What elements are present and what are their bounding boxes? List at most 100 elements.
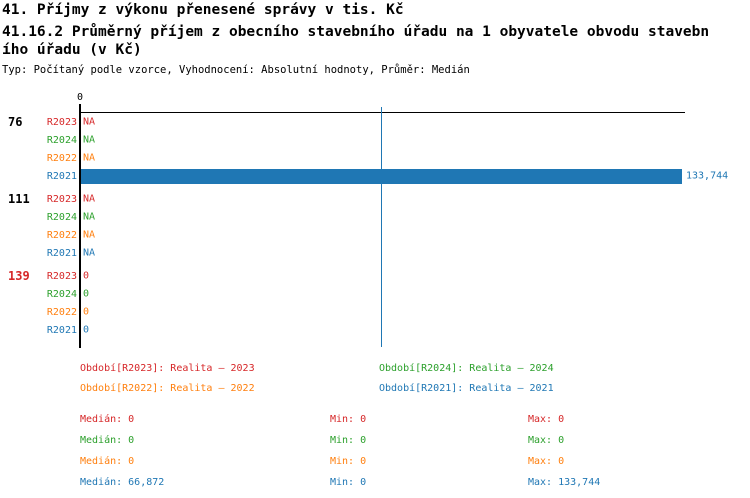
row-value-area: NA (77, 149, 750, 167)
chart-row-76-r2022: R2022 NA (0, 149, 750, 167)
chart-row-139-r2024: R2024 0 (0, 285, 750, 303)
stat-median-label: Medián: (80, 414, 123, 425)
stat-median: Medián: 0 (80, 456, 134, 467)
chart-group-111: 111 R2023 NA R2024 NA R2022 NA R2021 NA (0, 190, 750, 262)
stat-max-value: 0 (558, 435, 565, 446)
series-label-r2022: R2022 (46, 229, 77, 241)
stat-min-value: 0 (360, 435, 367, 446)
stat-median-label: Medián: (80, 456, 123, 467)
group-label: 76 (8, 115, 23, 129)
row-value-area: NA (77, 113, 750, 131)
row-value-area: NA (77, 131, 750, 149)
stat-max-label: Max: (528, 477, 553, 488)
value-text: NA (83, 211, 96, 223)
stat-max: Max: 0 (528, 456, 564, 467)
value-text: 0 (83, 306, 90, 318)
y-axis-line (79, 104, 81, 348)
stat-median-label: Medián: (80, 435, 123, 446)
stat-max-label: Max: (528, 456, 553, 467)
series-label-r2024: R2024 (46, 134, 77, 146)
stat-min: Min: 0 (330, 477, 366, 488)
group-label: 139 (8, 269, 30, 283)
stat-min-label: Min: (330, 414, 355, 425)
stat-max-value: 0 (558, 456, 565, 467)
legend-item-r2024: Období[R2024]: Realita – 2024 (379, 363, 554, 374)
row-value-area: NA (77, 226, 750, 244)
stat-median-value: 66,872 (128, 477, 165, 488)
chart-row-76-r2021: R2021 133,744 (0, 167, 750, 185)
stat-min: Min: 0 (330, 435, 366, 446)
value-text: 0 (83, 288, 90, 300)
value-text: NA (83, 229, 96, 241)
legend-item-r2022: Období[R2022]: Realita – 2022 (80, 383, 255, 394)
median-marker-line (381, 107, 382, 347)
series-label-r2023: R2023 (46, 116, 77, 128)
legend-item-r2023: Období[R2023]: Realita – 2023 (80, 363, 255, 374)
stat-median-label: Medián: (80, 477, 123, 488)
x-axis-line (80, 112, 685, 113)
chart-row-111-r2022: R2022 NA (0, 226, 750, 244)
stat-min-value: 0 (360, 477, 367, 488)
stat-median-value: 0 (128, 435, 135, 446)
stat-min-value: 0 (360, 456, 367, 467)
row-value-area: 0 (77, 321, 750, 339)
stat-min: Min: 0 (330, 456, 366, 467)
row-value-area: NA (77, 244, 750, 262)
legend-item-r2021: Období[R2021]: Realita – 2021 (379, 383, 554, 394)
row-value-area: NA (77, 208, 750, 226)
series-label-r2022: R2022 (46, 152, 77, 164)
series-label-r2023: R2023 (46, 270, 77, 282)
bar-value-label: 133,744 (686, 170, 729, 182)
stats-block: Medián: 0 Min: 0 Max: 0 Medián: 0 Min: 0 Max:… (0, 414, 750, 498)
stat-min-label: Min: (330, 435, 355, 446)
series-label-r2024: R2024 (46, 211, 77, 223)
group-label: 111 (8, 192, 30, 206)
value-bar (81, 168, 682, 184)
series-label-r2022: R2022 (46, 306, 77, 318)
series-label-r2024: R2024 (46, 288, 77, 300)
row-value-area: 0 (77, 285, 750, 303)
chart-row-139-r2022: R2022 0 (0, 303, 750, 321)
row-value-area: 0 (77, 303, 750, 321)
chart-row-111-r2023: 111 R2023 NA (0, 190, 750, 208)
stat-median: Medián: 0 (80, 414, 134, 425)
value-text: 0 (83, 270, 90, 282)
stat-max: Max: 0 (528, 414, 564, 425)
stat-median-value: 0 (128, 456, 135, 467)
series-label-r2021: R2021 (46, 170, 77, 182)
series-label-r2021: R2021 (46, 324, 77, 336)
bar-chart-rows: 76 R2023 NA R2024 NA R2022 NA R2021 133,744 111 R2… (0, 113, 750, 344)
chart-row-111-r2021: R2021 NA (0, 244, 750, 262)
stat-max-value: 133,744 (558, 477, 601, 488)
x-axis-tick-zero: 0 (76, 92, 84, 103)
stat-max-label: Max: (528, 435, 553, 446)
value-text: NA (83, 247, 96, 259)
chart-group-76: 76 R2023 NA R2024 NA R2022 NA R2021 133,744 (0, 113, 750, 185)
report-subtitle-line1: 41.16.2 Průměrný příjem z obecního stave… (2, 24, 710, 40)
series-label-r2023: R2023 (46, 193, 77, 205)
report-meta: Typ: Počítaný podle vzorce, Vyhodnocení:… (2, 64, 470, 76)
chart-row-139-r2023: 139 R2023 0 (0, 267, 750, 285)
stat-median: Medián: 0 (80, 435, 134, 446)
value-text: NA (83, 134, 96, 146)
value-text: NA (83, 152, 96, 164)
chart-row-76-r2023: 76 R2023 NA (0, 113, 750, 131)
stat-min-label: Min: (330, 477, 355, 488)
value-text: 0 (83, 324, 90, 336)
stat-max: Max: 133,744 (528, 477, 600, 488)
stats-row-r2021: Medián: 66,872 Min: 0 Max: 133,744 (0, 477, 750, 498)
row-value-area: 133,744 (77, 167, 750, 185)
report-subtitle-line2: ího úřadu (v Kč) (2, 42, 142, 58)
chart-row-111-r2024: R2024 NA (0, 208, 750, 226)
stat-max: Max: 0 (528, 435, 564, 446)
stat-max-label: Max: (528, 414, 553, 425)
chart-group-139: 139 R2023 0 R2024 0 R2022 0 R2021 0 (0, 267, 750, 339)
stats-row-r2024: Medián: 0 Min: 0 Max: 0 (0, 435, 750, 456)
chart-row-139-r2021: R2021 0 (0, 321, 750, 339)
stats-row-r2023: Medián: 0 Min: 0 Max: 0 (0, 414, 750, 435)
row-value-area: NA (77, 190, 750, 208)
row-value-area: 0 (77, 267, 750, 285)
stat-min-label: Min: (330, 456, 355, 467)
stat-max-value: 0 (558, 414, 565, 425)
